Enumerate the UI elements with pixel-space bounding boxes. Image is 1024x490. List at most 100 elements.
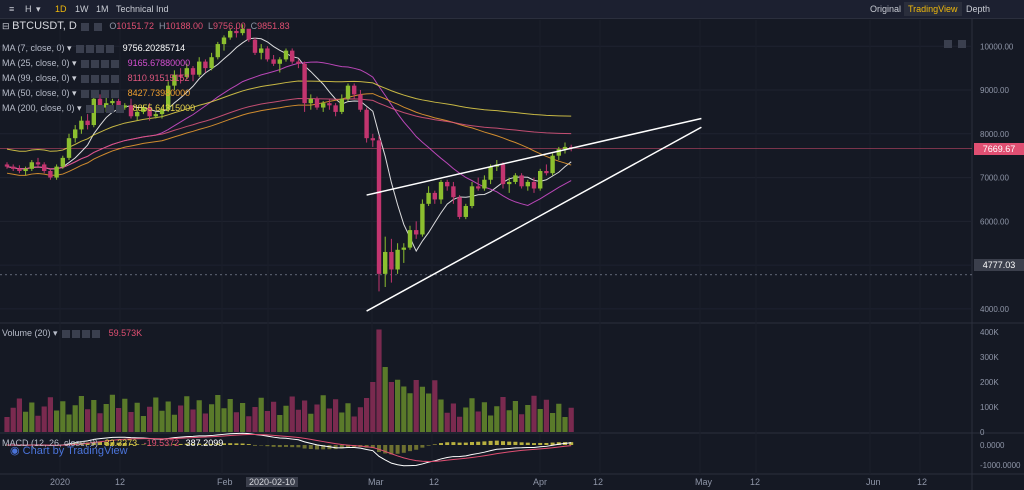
macd-histogram-bar xyxy=(420,445,425,448)
volume-bar xyxy=(543,399,549,432)
macd-legend[interactable]: MACD (12, 26, close, 9) 32.3273 -19.5372… xyxy=(2,438,223,448)
close-icon[interactable] xyxy=(106,104,115,113)
candle-body xyxy=(414,230,419,235)
candle-body xyxy=(60,157,65,167)
open-label: O xyxy=(109,21,117,31)
volume-bar xyxy=(35,415,41,432)
macd-histogram-bar xyxy=(277,445,282,448)
volume-bar xyxy=(196,400,202,432)
volume-bar xyxy=(531,395,537,432)
interval-1d[interactable]: 1D xyxy=(55,4,67,14)
volume-bar xyxy=(283,405,289,432)
ma-label: MA (99, close, 0) xyxy=(2,73,70,83)
macd-histogram-bar xyxy=(488,440,493,445)
close-icon[interactable] xyxy=(96,44,105,53)
technical-indicators-button[interactable]: Technical Ind xyxy=(116,4,169,14)
settings-icon[interactable] xyxy=(91,74,100,83)
macd-histogram-bar xyxy=(451,442,456,445)
symbol-label: BTCUSDT, D xyxy=(12,20,77,32)
view-depth-tab[interactable]: Depth xyxy=(966,4,991,14)
close-icon[interactable] xyxy=(93,22,102,31)
settings-icon[interactable] xyxy=(81,22,90,31)
settings-icon[interactable] xyxy=(86,44,95,53)
volume-bar xyxy=(488,415,494,432)
more-icon[interactable] xyxy=(111,59,120,68)
eye-icon[interactable] xyxy=(76,44,85,53)
more-icon[interactable] xyxy=(116,104,125,113)
ma-legend-3[interactable]: MA (50, close, 0) ▾ 8427.73980000 xyxy=(2,88,191,98)
macd-histogram-bar xyxy=(339,445,344,449)
price-tick-label: 6000.00 xyxy=(980,217,1009,226)
volume-bar xyxy=(221,408,227,432)
macd-histogram-bar xyxy=(569,442,574,445)
ma-legend-4[interactable]: MA (200, close, 0) ▾ 8855.64315000 xyxy=(2,103,196,113)
x-axis-label: 2020 xyxy=(50,477,71,487)
volume-bar xyxy=(271,401,277,432)
chevron-down-icon[interactable]: ▾ xyxy=(36,4,41,14)
ma-line xyxy=(6,37,572,253)
ma-legend-0[interactable]: MA (7, close, 0) ▾ 9756.20285714 xyxy=(2,43,186,53)
volume-bar xyxy=(165,401,171,432)
interval-h[interactable]: H xyxy=(25,4,32,14)
volume-bar xyxy=(333,399,339,432)
close-icon[interactable] xyxy=(101,89,110,98)
eye-icon[interactable] xyxy=(81,59,90,68)
settings-icon xyxy=(958,40,966,48)
view-tradingview-tab[interactable]: TradingView xyxy=(904,2,962,16)
macd-histogram-bar xyxy=(445,442,450,445)
candle-body xyxy=(265,48,270,60)
macd-histogram-bar xyxy=(482,441,487,445)
interval-1w[interactable]: 1W xyxy=(75,4,89,14)
settings-icon[interactable] xyxy=(91,59,100,68)
candle-body xyxy=(389,251,394,270)
close-icon[interactable] xyxy=(101,74,110,83)
volume-bar xyxy=(326,408,332,432)
eye-icon[interactable] xyxy=(62,329,71,338)
x-axis-label: Feb xyxy=(217,477,233,487)
tradingview-watermark[interactable]: ◉ Chart by TradingView xyxy=(10,444,128,457)
eye-icon[interactable] xyxy=(81,89,90,98)
more-icon[interactable] xyxy=(111,74,120,83)
settings-icon[interactable] xyxy=(96,104,105,113)
volume-bar xyxy=(395,379,401,432)
candle-body xyxy=(184,68,189,77)
settings-icon[interactable] xyxy=(72,329,81,338)
macd-histogram-bar xyxy=(401,445,406,453)
candle-body xyxy=(283,50,289,60)
candle-body xyxy=(544,171,549,174)
volume-legend[interactable]: Volume (20) ▾ 59.573K xyxy=(2,328,143,338)
close-icon[interactable] xyxy=(82,329,91,338)
settings-icon[interactable] xyxy=(91,89,100,98)
candle-body xyxy=(395,249,400,270)
ma-legend-1[interactable]: MA (25, close, 0) ▾ 9165.67880000 xyxy=(2,58,191,68)
macd-histogram-bar xyxy=(110,442,115,445)
macd-histogram-bar xyxy=(457,442,462,445)
eye-icon[interactable] xyxy=(81,74,90,83)
collapse-icon[interactable]: ⊟ xyxy=(2,21,10,31)
candle-body xyxy=(327,103,332,106)
macd-tick-label: -1000.0000 xyxy=(980,461,1021,470)
volume-value: 59.573K xyxy=(108,328,143,338)
interval-1m[interactable]: 1M xyxy=(96,4,109,14)
macd-histogram-bar xyxy=(265,445,270,447)
volume-label: Volume (20) xyxy=(2,328,51,338)
candle-body xyxy=(128,105,134,117)
more-icon[interactable] xyxy=(92,329,101,338)
menu-icon[interactable]: ≡ xyxy=(9,4,15,14)
current-price-tag: 7669.67 xyxy=(974,143,1024,155)
candle-body xyxy=(135,111,140,117)
more-icon[interactable] xyxy=(106,44,115,53)
more-icon[interactable] xyxy=(111,89,120,98)
close-icon[interactable] xyxy=(101,59,110,68)
ma-line xyxy=(6,93,572,176)
candle-body xyxy=(240,28,245,34)
volume-bar xyxy=(289,396,295,432)
candle-body xyxy=(513,175,518,182)
eye-icon[interactable] xyxy=(86,104,95,113)
macd-histogram-bar xyxy=(370,445,375,449)
volume-bar xyxy=(252,407,258,432)
view-original-tab[interactable]: Original xyxy=(870,4,902,14)
ma-legend-2[interactable]: MA (99, close, 0) ▾ 8110.91515152 xyxy=(2,73,190,83)
candle-body xyxy=(228,30,233,38)
